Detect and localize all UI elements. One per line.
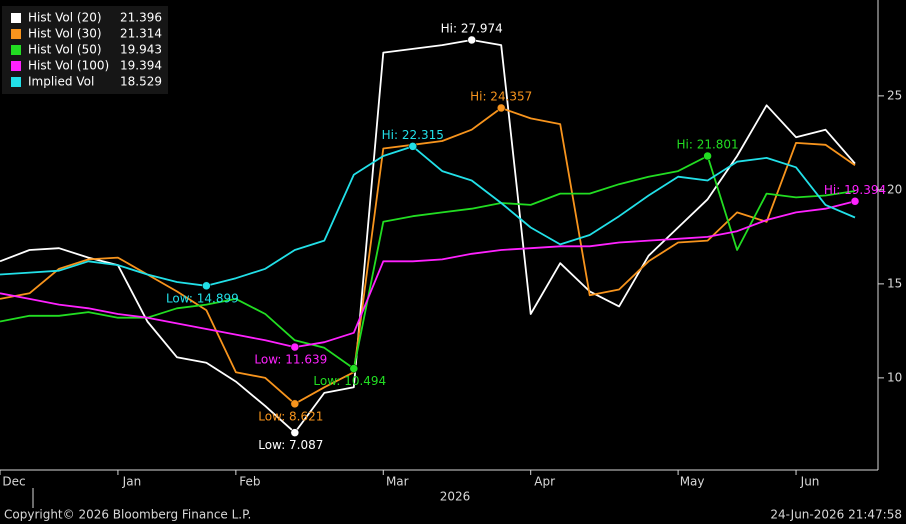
- annotation-dot: [496, 103, 506, 113]
- legend-value: 18.529: [120, 75, 162, 89]
- x-tick-label: Mar: [386, 475, 409, 489]
- legend-value: 19.943: [120, 43, 162, 57]
- plot-area: Low: 7.087 Hi: 27.974 Low: 8.621 Hi: 24.357…: [0, 21, 886, 452]
- annotation-label: Hi: 24.357: [470, 89, 532, 103]
- y-tick-label: 10: [887, 370, 902, 384]
- annotation-label: Hi: 19.394: [824, 183, 886, 197]
- year-label: 2026: [440, 490, 471, 504]
- x-tick-label: Jan: [122, 475, 142, 489]
- annotation-label: Low: 14.899: [166, 291, 239, 305]
- series-line: [0, 200, 856, 348]
- legend: Hist Vol (20) 21.396 Hist Vol (30) 21.314 Hi…: [2, 6, 168, 94]
- annotation-dot: [290, 399, 300, 409]
- x-tick-label: Dec: [2, 475, 25, 489]
- annotation-dot: [290, 342, 300, 352]
- legend-label: Hist Vol (100): [28, 59, 109, 73]
- legend-value: 19.394: [120, 59, 162, 73]
- annotation-dot: [703, 151, 712, 161]
- annotation-label: Low: 11.639: [254, 353, 327, 367]
- annotation-label: Low: 8.621: [258, 409, 323, 423]
- y-tick-label: 15: [887, 276, 902, 290]
- annotation-label: Hi: 22.315: [382, 128, 444, 142]
- annotation-dot: [290, 428, 300, 437]
- annotation-label: Low: 10.494: [313, 374, 386, 388]
- x-tick-label: Feb: [239, 475, 260, 489]
- y-tick-label: 20: [887, 182, 902, 196]
- legend-box: [2, 6, 168, 94]
- series-line: [0, 39, 856, 434]
- legend-swatch: [11, 45, 21, 55]
- copyright: Copyright© 2026 Bloomberg Finance L.P.: [4, 508, 251, 522]
- legend-swatch: [11, 77, 21, 87]
- annotation-dot: [850, 197, 860, 206]
- x-tick-label: May: [680, 475, 705, 489]
- annotation-dot: [202, 281, 211, 291]
- legend-label: Hist Vol (30): [28, 27, 102, 41]
- legend-value: 21.396: [120, 11, 162, 25]
- y-tick-label: 25: [887, 88, 902, 102]
- legend-value: 21.314: [120, 27, 162, 41]
- annotation-label: Hi: 27.974: [441, 21, 503, 35]
- legend-label: Hist Vol (20): [28, 11, 102, 25]
- series-line: [0, 145, 856, 287]
- x-tick-label: Apr: [534, 475, 555, 489]
- legend-label: Implied Vol: [28, 75, 94, 89]
- timestamp: 24-Jun-2026 21:47:58: [770, 508, 902, 522]
- annotation-label: Hi: 21.801: [676, 138, 738, 152]
- legend-swatch: [11, 29, 21, 39]
- legend-label: Hist Vol (50): [28, 43, 102, 57]
- x-tick-label: Jun: [800, 475, 820, 489]
- legend-swatch: [11, 61, 21, 71]
- annotation-dot: [349, 364, 359, 373]
- annotation-dot: [408, 142, 418, 151]
- annotation-label: Low: 7.087: [258, 438, 323, 452]
- legend-swatch: [11, 13, 21, 23]
- annotation-dot: [467, 35, 476, 45]
